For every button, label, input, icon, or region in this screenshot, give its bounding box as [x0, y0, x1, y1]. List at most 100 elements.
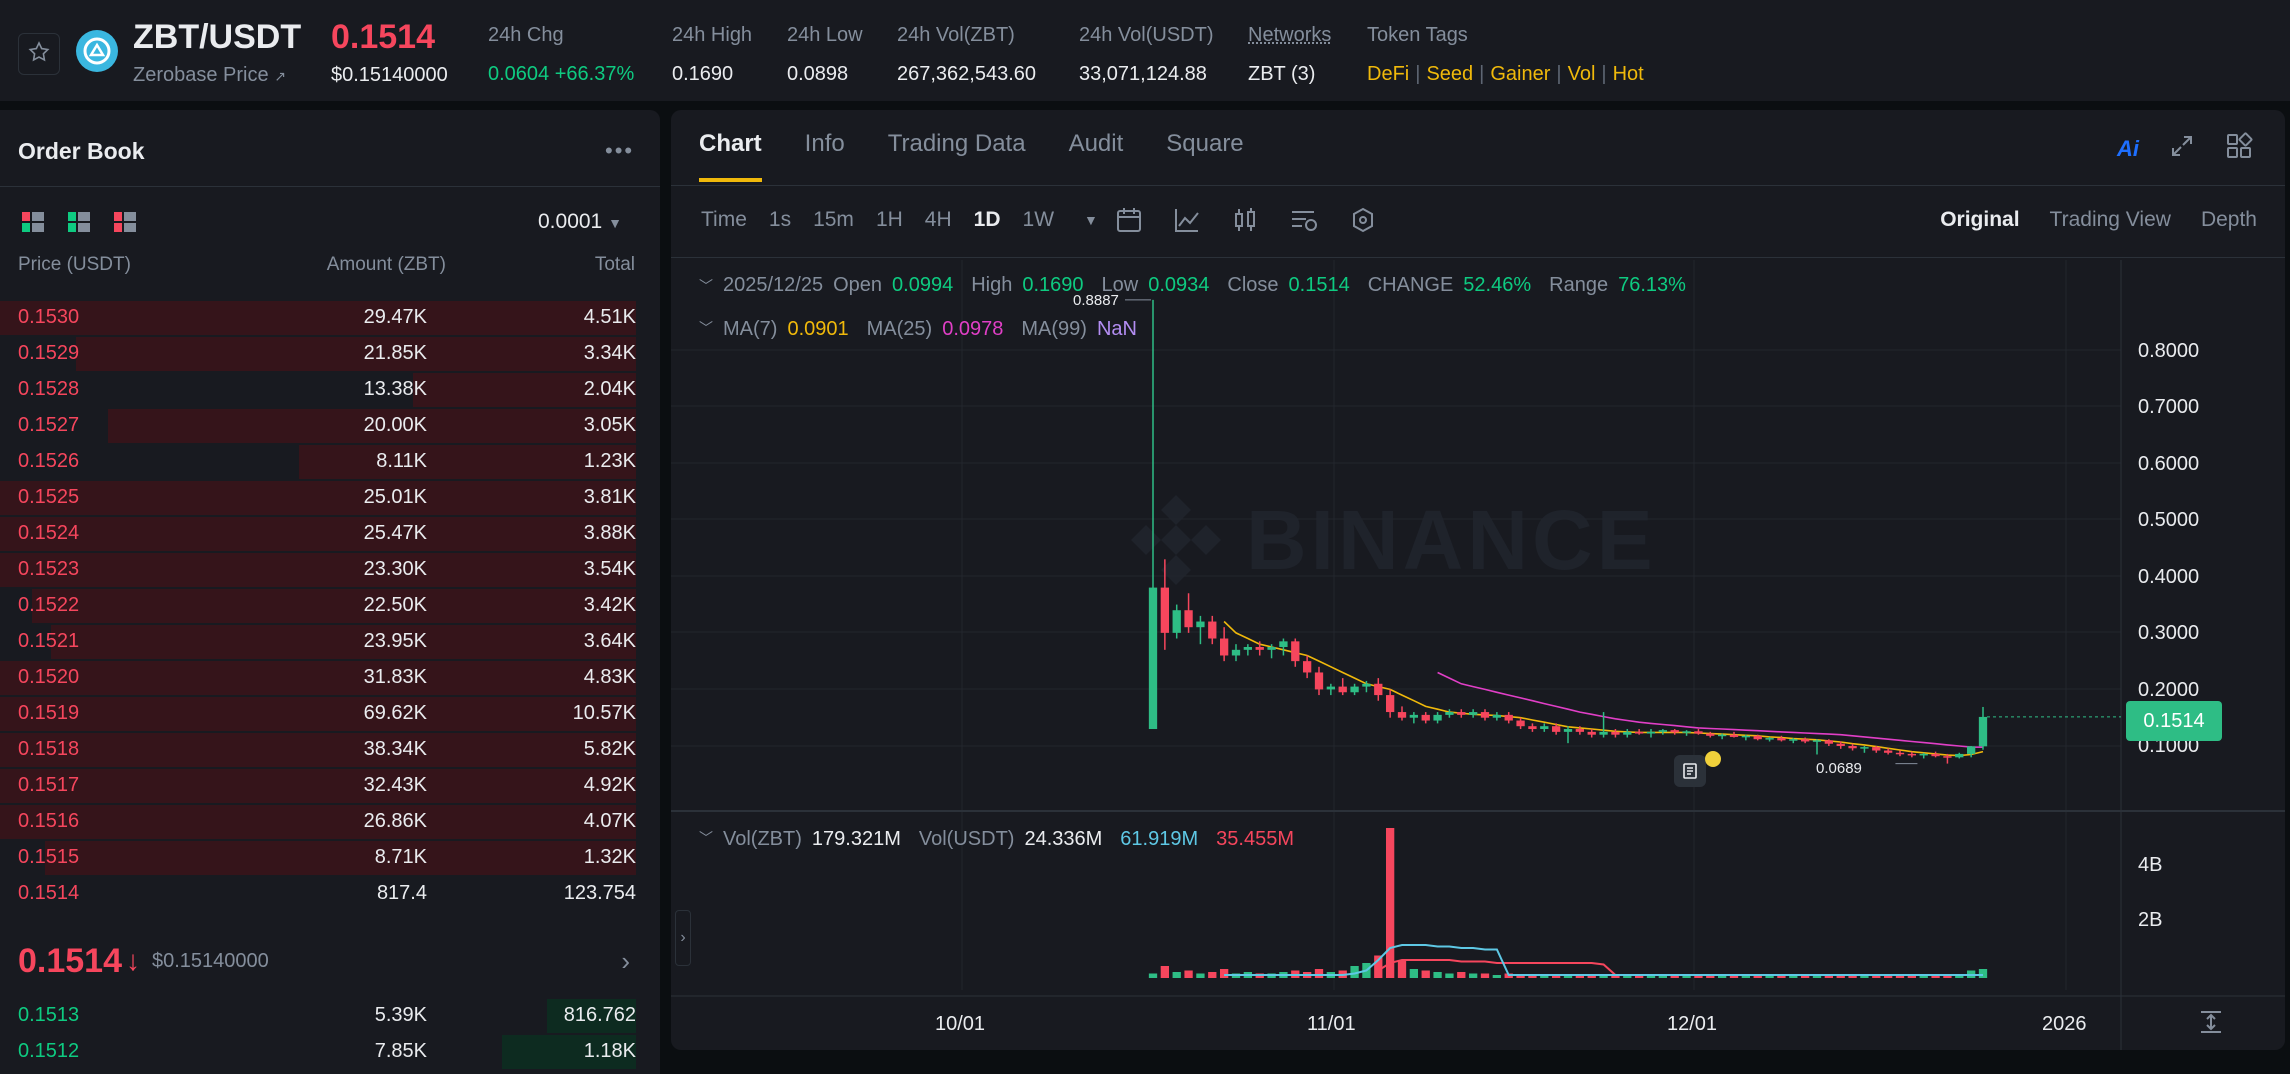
- ask-total: 3.64K: [583, 630, 636, 652]
- volume-bar: [1350, 966, 1359, 978]
- ai-icon[interactable]: Ai: [2117, 135, 2139, 161]
- expand-icon[interactable]: [2169, 133, 2195, 164]
- mid-price-row[interactable]: 0.1514 ↓ $0.15140000 ›: [18, 941, 630, 980]
- volume-bar: [1397, 960, 1407, 978]
- stat-24h-change: 24h Chg 0.0604 +66.37%: [488, 24, 635, 85]
- more-icon[interactable]: •••: [605, 138, 635, 163]
- ask-total: 123.754: [563, 882, 636, 904]
- interval-15m[interactable]: 15m: [813, 208, 854, 231]
- tab-square[interactable]: Square: [1166, 130, 1244, 157]
- tag-vol[interactable]: Vol: [1567, 63, 1596, 85]
- tag-seed[interactable]: Seed: [1426, 63, 1474, 85]
- bid-row[interactable]: 0.1512 7.85K 1.18K: [0, 1034, 636, 1069]
- bid-price: 0.1513: [18, 1004, 80, 1026]
- candle-body: [1551, 726, 1561, 732]
- candle-body: [1350, 686, 1359, 693]
- mode-bids-icon[interactable]: [68, 212, 90, 232]
- volume-bar: [1634, 975, 1644, 978]
- tag-defi[interactable]: DeFi: [1367, 63, 1410, 85]
- view-original[interactable]: Original: [1940, 208, 2020, 231]
- depth-bar: [0, 301, 636, 335]
- ask-amount: 817.4: [376, 882, 427, 904]
- ask-row[interactable]: 0.1526 8.11K 1.23K: [0, 444, 636, 479]
- candle-body: [1243, 647, 1253, 650]
- tag-hot[interactable]: Hot: [1612, 63, 1644, 85]
- ask-price: 0.1529: [18, 342, 80, 364]
- event-dot-icon[interactable]: [1705, 751, 1721, 767]
- ask-amount: 69.62K: [363, 702, 427, 724]
- ask-row[interactable]: 0.1529 21.85K 3.34K: [0, 336, 636, 371]
- chevron-right-icon[interactable]: ›: [621, 945, 630, 976]
- shield-settings-icon[interactable]: [1349, 206, 1377, 239]
- candle-body: [1634, 731, 1644, 734]
- volume-bar: [1729, 975, 1739, 978]
- chart-tabs: Chart Info Trading Data Audit Square: [699, 130, 1244, 182]
- ask-row[interactable]: 0.1521 23.95K 3.64K: [0, 624, 636, 659]
- ask-row[interactable]: 0.1520 31.83K 4.83K: [0, 660, 636, 695]
- volume-bar: [1943, 975, 1952, 978]
- ask-amount: 25.47K: [363, 522, 427, 544]
- interval-1h[interactable]: 1H: [875, 208, 903, 231]
- mode-both-icon[interactable]: [22, 212, 44, 232]
- chart-settings-icon[interactable]: [1289, 206, 1319, 239]
- ask-row[interactable]: 0.1525 25.01K 3.81K: [0, 480, 636, 515]
- token-name-link[interactable]: Zerobase Price ↗: [133, 64, 286, 86]
- y-tick-label: 0.4000: [2138, 566, 2200, 588]
- interval-time[interactable]: Time: [701, 208, 747, 231]
- ask-row[interactable]: 0.1527 20.00K 3.05K: [0, 408, 636, 443]
- candlestick-chart[interactable]: [671, 110, 2285, 1050]
- caret-down-icon[interactable]: ▼: [1084, 212, 1098, 228]
- tag-gainer[interactable]: Gainer: [1490, 63, 1551, 85]
- tab-chart[interactable]: Chart: [699, 130, 762, 182]
- ask-row[interactable]: 0.1524 25.47K 3.88K: [0, 516, 636, 551]
- candle-body: [1836, 743, 1845, 746]
- view-depth[interactable]: Depth: [2200, 208, 2257, 231]
- ask-total: 1.23K: [583, 450, 636, 472]
- depth-bar: [0, 769, 636, 803]
- layout-grid-icon[interactable]: [2225, 132, 2253, 165]
- interval-1w[interactable]: 1W: [1022, 208, 1055, 231]
- interval-4h[interactable]: 4H: [924, 208, 952, 231]
- calendar-icon[interactable]: [1115, 206, 1143, 239]
- ask-row[interactable]: 0.1516 26.86K 4.07K: [0, 804, 636, 839]
- candle-type-icon[interactable]: [1231, 206, 1259, 239]
- candle-body: [1492, 714, 1502, 718]
- tick-size-select[interactable]: 0.0001 ▼: [538, 210, 622, 233]
- divider: [671, 185, 2285, 186]
- collapse-handle-icon[interactable]: ›: [675, 910, 691, 966]
- mode-asks-icon[interactable]: [114, 212, 136, 232]
- ask-amount: 29.47K: [363, 306, 427, 328]
- ask-row[interactable]: 0.1530 29.47K 4.51K: [0, 300, 636, 335]
- candle-body: [1789, 739, 1798, 741]
- tab-audit[interactable]: Audit: [1068, 130, 1124, 157]
- candle-body: [1362, 683, 1371, 687]
- ask-row[interactable]: 0.1519 69.62K 10.57K: [0, 696, 636, 731]
- volume-bar: [1765, 975, 1774, 978]
- ask-row[interactable]: 0.1514 817.4 123.754: [0, 876, 636, 910]
- candle-body: [1907, 753, 1917, 756]
- ask-row[interactable]: 0.1515 8.71K 1.32K: [0, 840, 636, 875]
- candle-body: [1978, 716, 1988, 747]
- ask-row[interactable]: 0.1518 38.34K 5.82K: [0, 732, 636, 767]
- ask-price: 0.1518: [18, 738, 80, 760]
- ask-row[interactable]: 0.1517 32.43K 4.92K: [0, 768, 636, 803]
- fit-height-icon[interactable]: [2198, 1009, 2224, 1040]
- view-trading-view[interactable]: Trading View: [2049, 208, 2171, 231]
- favorite-button[interactable]: [18, 33, 60, 75]
- ask-amount: 32.43K: [363, 774, 427, 796]
- interval-1d[interactable]: 1D: [973, 208, 1001, 231]
- indicator-icon[interactable]: [1173, 206, 1201, 239]
- candle-body: [1706, 733, 1715, 736]
- ask-row[interactable]: 0.1522 22.50K 3.42K: [0, 588, 636, 623]
- networks[interactable]: Networks ZBT (3): [1248, 24, 1332, 85]
- interval-1s[interactable]: 1s: [768, 208, 792, 231]
- candle-body: [1255, 647, 1264, 650]
- tab-trading-data[interactable]: Trading Data: [887, 130, 1026, 157]
- ask-row[interactable]: 0.1528 13.38K 2.04K: [0, 372, 636, 407]
- order-icon[interactable]: [1674, 755, 1706, 787]
- ask-amount: 8.71K: [374, 846, 427, 868]
- candle-body: [1196, 621, 1205, 628]
- ask-row[interactable]: 0.1523 23.30K 3.54K: [0, 552, 636, 587]
- tab-info[interactable]: Info: [804, 130, 845, 157]
- bid-row[interactable]: 0.1513 5.39K 816.762: [0, 998, 636, 1033]
